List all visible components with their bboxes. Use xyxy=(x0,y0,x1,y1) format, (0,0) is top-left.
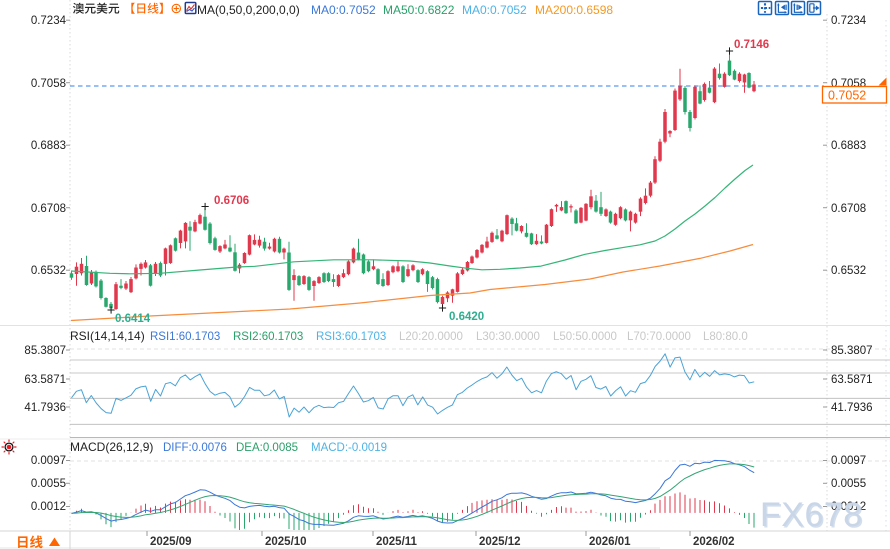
svg-text:0.6414: 0.6414 xyxy=(115,313,151,325)
svg-text:RSI2:60.1703: RSI2:60.1703 xyxy=(233,331,303,343)
svg-text:L30:30.0000: L30:30.0000 xyxy=(476,331,540,343)
svg-text:0.6883: 0.6883 xyxy=(831,140,866,152)
svg-text:2025/10: 2025/10 xyxy=(265,536,307,548)
svg-text:RSI1:60.1703: RSI1:60.1703 xyxy=(150,331,220,343)
svg-text:MA(0,50,0,200,0,0): MA(0,50,0,200,0,0) xyxy=(197,3,300,17)
svg-text:MACD(26,12,9): MACD(26,12,9) xyxy=(70,440,153,454)
svg-text:85.3807: 85.3807 xyxy=(831,345,873,357)
svg-text:L20:20.0000: L20:20.0000 xyxy=(399,331,463,343)
svg-text:2025/11: 2025/11 xyxy=(376,536,418,548)
svg-text:2026/02: 2026/02 xyxy=(693,536,735,548)
svg-text:63.5871: 63.5871 xyxy=(831,374,873,386)
svg-text:0.6420: 0.6420 xyxy=(449,311,484,323)
svg-text:0.7234: 0.7234 xyxy=(31,15,67,27)
svg-text:63.5871: 63.5871 xyxy=(24,374,66,386)
svg-text:L80:80.0: L80:80.0 xyxy=(703,331,748,343)
svg-text:0.6708: 0.6708 xyxy=(31,203,66,215)
svg-text:DIFF:0.0076: DIFF:0.0076 xyxy=(163,442,227,454)
svg-text:2025/09: 2025/09 xyxy=(150,536,192,548)
svg-text:L70:70.0000: L70:70.0000 xyxy=(627,331,691,343)
svg-text:MA0:0.7052: MA0:0.7052 xyxy=(462,3,527,17)
svg-text:0.0097: 0.0097 xyxy=(31,455,66,467)
svg-text:RSI(14,14,14): RSI(14,14,14) xyxy=(70,329,145,343)
svg-text:L50:50.0000: L50:50.0000 xyxy=(553,331,617,343)
svg-text:2026/01: 2026/01 xyxy=(589,536,631,548)
svg-text:DEA:0.0085: DEA:0.0085 xyxy=(236,442,298,454)
svg-text:MA0:0.7052: MA0:0.7052 xyxy=(311,3,376,17)
svg-text:41.7936: 41.7936 xyxy=(24,402,66,414)
svg-text:0.7234: 0.7234 xyxy=(831,15,867,27)
svg-text:0.0012: 0.0012 xyxy=(31,501,66,513)
svg-text:MACD:-0.0019: MACD:-0.0019 xyxy=(311,442,387,454)
svg-text:FX678: FX678 xyxy=(760,496,863,534)
svg-text:0.6532: 0.6532 xyxy=(831,265,866,277)
svg-text:0.6532: 0.6532 xyxy=(31,265,66,277)
svg-text:0.6706: 0.6706 xyxy=(214,195,249,207)
svg-text:RSI3:60.1703: RSI3:60.1703 xyxy=(316,331,386,343)
svg-text:2025/12: 2025/12 xyxy=(479,536,521,548)
svg-text:85.3807: 85.3807 xyxy=(24,345,66,357)
svg-text:FX678: FX678 xyxy=(762,498,865,536)
svg-text:0.0055: 0.0055 xyxy=(31,478,66,490)
svg-text:0.7058: 0.7058 xyxy=(31,78,66,90)
svg-text:41.7936: 41.7936 xyxy=(831,402,873,414)
svg-text:0.6708: 0.6708 xyxy=(831,203,866,215)
svg-text:0.7146: 0.7146 xyxy=(734,39,769,51)
svg-text:0.7052: 0.7052 xyxy=(828,89,866,103)
svg-text:0.6883: 0.6883 xyxy=(31,140,66,152)
svg-text:0.0097: 0.0097 xyxy=(831,455,866,467)
svg-text:MA50:0.6822: MA50:0.6822 xyxy=(383,3,455,17)
svg-text:MA200:0.6598: MA200:0.6598 xyxy=(535,3,613,17)
svg-text:0.0012: 0.0012 xyxy=(831,501,866,513)
svg-text:0.0055: 0.0055 xyxy=(831,478,866,490)
